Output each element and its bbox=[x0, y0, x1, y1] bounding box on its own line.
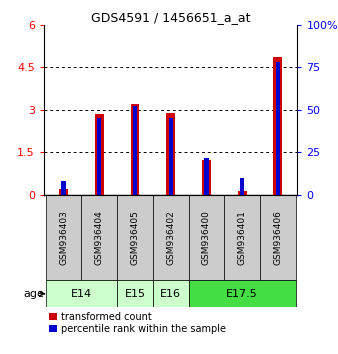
Bar bbox=[238, 191, 246, 195]
Bar bbox=[46, 280, 117, 307]
Text: GSM936401: GSM936401 bbox=[238, 210, 247, 265]
Bar bbox=[189, 195, 224, 280]
Text: GSM936402: GSM936402 bbox=[166, 210, 175, 265]
Bar bbox=[204, 158, 209, 195]
Bar bbox=[59, 189, 68, 195]
Text: GSM936405: GSM936405 bbox=[130, 210, 140, 265]
Bar bbox=[166, 113, 175, 195]
Bar bbox=[62, 181, 66, 195]
Bar bbox=[189, 280, 296, 307]
Bar bbox=[153, 280, 189, 307]
Text: E16: E16 bbox=[160, 289, 181, 299]
Bar bbox=[46, 195, 81, 280]
Text: E14: E14 bbox=[71, 289, 92, 299]
Title: GDS4591 / 1456651_a_at: GDS4591 / 1456651_a_at bbox=[91, 11, 250, 24]
Text: GSM936403: GSM936403 bbox=[59, 210, 68, 265]
Bar bbox=[153, 195, 189, 280]
Text: GSM936400: GSM936400 bbox=[202, 210, 211, 265]
Text: GSM936404: GSM936404 bbox=[95, 210, 104, 265]
Bar bbox=[95, 114, 104, 195]
Bar bbox=[130, 104, 140, 195]
Text: E17.5: E17.5 bbox=[226, 289, 258, 299]
Bar bbox=[117, 280, 153, 307]
Bar bbox=[133, 107, 137, 195]
Text: E15: E15 bbox=[124, 289, 145, 299]
Bar bbox=[224, 195, 260, 280]
Bar bbox=[97, 118, 101, 195]
Bar bbox=[169, 118, 173, 195]
Bar bbox=[81, 195, 117, 280]
Legend: transformed count, percentile rank within the sample: transformed count, percentile rank withi… bbox=[49, 312, 226, 334]
Bar bbox=[240, 178, 244, 195]
Text: GSM936406: GSM936406 bbox=[273, 210, 282, 265]
Bar bbox=[202, 160, 211, 195]
Bar bbox=[273, 57, 282, 195]
Text: age: age bbox=[23, 289, 44, 299]
Bar bbox=[260, 195, 296, 280]
Bar bbox=[276, 62, 280, 195]
Bar bbox=[117, 195, 153, 280]
